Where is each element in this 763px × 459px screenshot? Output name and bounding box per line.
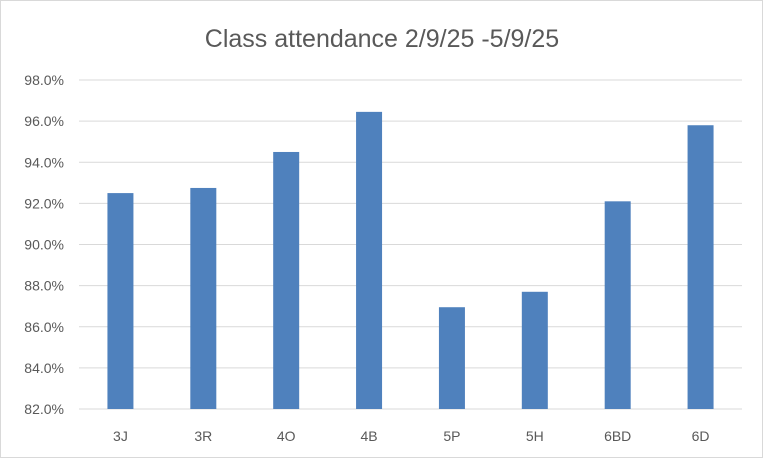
- y-tick-label: 96.0%: [24, 113, 64, 129]
- bar-5h: [521, 291, 548, 409]
- gridlines: [79, 79, 742, 410]
- y-tick-label: 84.0%: [24, 360, 64, 376]
- x-category-label: 4B: [361, 428, 378, 444]
- bar-3j: [107, 193, 134, 409]
- y-tick-label: 98.0%: [24, 72, 64, 88]
- bar-3r: [190, 187, 217, 409]
- y-tick-label: 92.0%: [24, 195, 64, 211]
- y-tick-label: 88.0%: [24, 278, 64, 294]
- x-category-label: 6BD: [604, 428, 631, 444]
- x-category-label: 3R: [194, 428, 212, 444]
- x-category-label: 6D: [692, 428, 710, 444]
- bar-4b: [356, 111, 383, 409]
- x-category-label: 5H: [526, 428, 544, 444]
- y-axis-tick-labels: 82.0% 84.0% 86.0% 88.0% 90.0% 92.0% 94.0% 96.0%…: [24, 72, 64, 417]
- x-category-label: 4O: [277, 428, 296, 444]
- y-tick-label: 82.0%: [24, 401, 64, 417]
- x-category-label: 3J: [113, 428, 128, 444]
- bar-6d: [687, 125, 714, 410]
- y-tick-label: 94.0%: [24, 154, 64, 170]
- bar-4o: [273, 151, 300, 409]
- chart-title: Class attendance 2/9/25 -5/9/25: [205, 25, 559, 53]
- bar-6bd: [604, 201, 631, 409]
- x-category-label: 5P: [443, 428, 460, 444]
- bars: [107, 111, 714, 410]
- x-axis-category-labels: 3J 3R 4O 4B 5P 5H 6BD 6D: [113, 428, 709, 444]
- y-tick-label: 86.0%: [24, 319, 64, 335]
- bar-5p: [438, 307, 465, 409]
- y-tick-label: 90.0%: [24, 237, 64, 253]
